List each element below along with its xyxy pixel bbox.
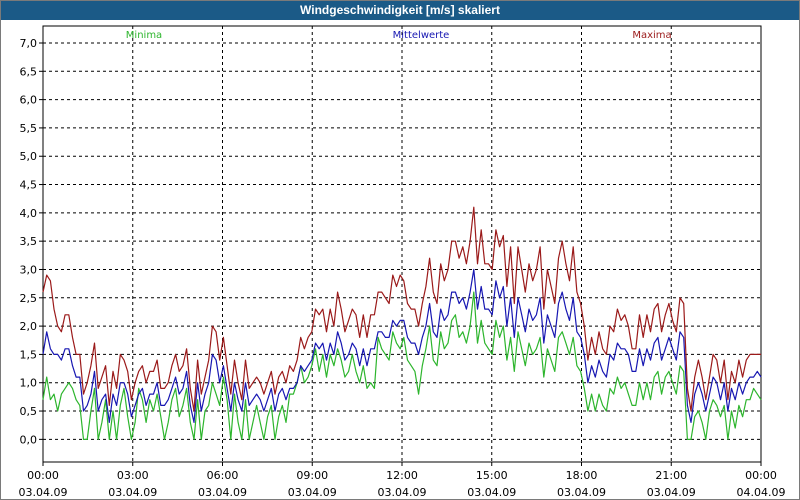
y-tick-label: 3,5 — [20, 235, 38, 248]
y-tick-label: 4,5 — [20, 179, 38, 192]
series-line-mittelwerte — [42, 268, 762, 423]
x-tick-date-label: 03.04.09 — [198, 486, 247, 499]
x-tick-time-label: 00:00 — [27, 469, 59, 482]
series-lines — [42, 206, 762, 440]
grid — [43, 26, 761, 462]
legend: Minima Mittelwerte Maxima — [126, 30, 672, 41]
x-tick-date-label: 03.04.09 — [467, 486, 516, 499]
legend-entry-mittelwerte: Mittelwerte — [393, 30, 450, 41]
x-axis-ticks: 00:00 03.04.09 03:00 03.04.09 06:00 03.04.09 0… — [19, 462, 786, 499]
x-tick-time-label: 03:00 — [117, 469, 149, 482]
y-tick-label: 5,0 — [20, 150, 38, 163]
legend-entry-maxima: Maxima — [632, 30, 671, 41]
x-tick-time-label: 18:00 — [566, 469, 598, 482]
y-tick-label: 7,0 — [20, 37, 38, 50]
x-tick-time-label: 09:00 — [296, 469, 328, 482]
x-tick-date-label: 03.04.09 — [378, 486, 427, 499]
x-tick-date-label: 03.04.09 — [19, 486, 68, 499]
x-tick-date-label: 03.04.09 — [108, 486, 157, 499]
y-tick-label: 5,5 — [20, 122, 38, 135]
y-tick-label: 2,5 — [20, 292, 38, 305]
y-tick-label: 0,5 — [20, 405, 38, 418]
y-axis-ticks: 0,0 0,5 1,0 1,5 2,0 2,5 3,0 3,5 4,0 4,5 5,0 5,5 6,0 6… — [20, 37, 43, 446]
series-line-maxima — [42, 206, 761, 412]
wind-speed-chart: 0,0 0,5 1,0 1,5 2,0 2,5 3,0 3,5 4,0 4,5 5,0 5,5 6,0 6… — [19, 25, 786, 499]
y-tick-label: 6,5 — [20, 65, 38, 78]
y-tick-label: 4,0 — [20, 207, 38, 220]
y-tick-label: 3,0 — [20, 263, 38, 276]
y-tick-label: 1,5 — [20, 348, 38, 361]
x-tick-date-label: 03.04.09 — [288, 486, 337, 499]
y-tick-label: 1,0 — [20, 377, 38, 390]
series-line-minima — [42, 291, 762, 440]
y-tick-label: 0,0 — [20, 433, 38, 446]
x-tick-time-label: 00:00 — [745, 469, 777, 482]
x-tick-date-label: 03.04.09 — [647, 486, 696, 499]
x-tick-time-label: 21:00 — [655, 469, 687, 482]
x-tick-time-label: 15:00 — [476, 469, 508, 482]
x-tick-time-label: 12:00 — [386, 469, 418, 482]
x-tick-date-label: 04.04.09 — [737, 486, 786, 499]
window-title: Windgeschwindigkeit [m/s] skaliert — [1, 1, 799, 20]
y-tick-label: 2,0 — [20, 320, 38, 333]
legend-entry-minima: Minima — [126, 30, 162, 41]
x-tick-time-label: 06:00 — [207, 469, 239, 482]
x-tick-date-label: 03.04.09 — [557, 486, 606, 499]
y-tick-label: 6,0 — [20, 94, 38, 107]
